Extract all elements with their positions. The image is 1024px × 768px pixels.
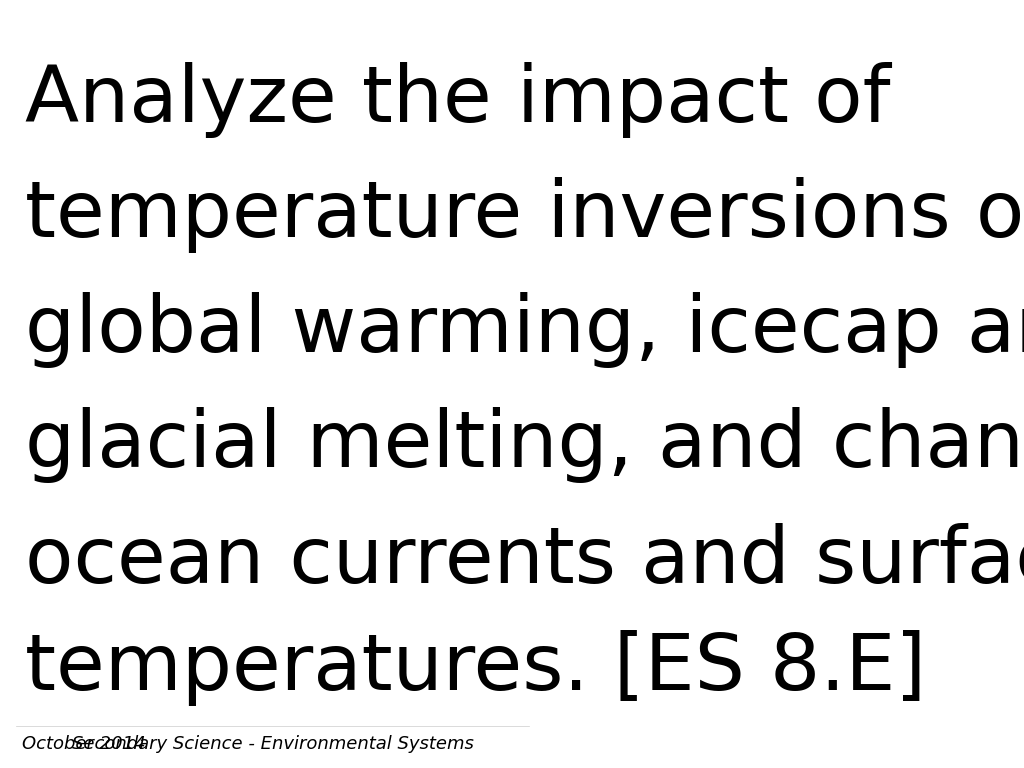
Text: October 2014: October 2014 [22, 735, 145, 753]
Text: temperatures. [ES 8.E]: temperatures. [ES 8.E] [25, 631, 926, 706]
Text: temperature inversions on: temperature inversions on [25, 177, 1024, 253]
Text: Analyze the impact of: Analyze the impact of [25, 62, 890, 137]
Text: Secondary Science - Environmental Systems: Secondary Science - Environmental System… [72, 735, 474, 753]
Text: global warming, icecap and: global warming, icecap and [25, 293, 1024, 368]
Text: glacial melting, and changes in: glacial melting, and changes in [25, 408, 1024, 483]
Text: ocean currents and surface: ocean currents and surface [25, 523, 1024, 598]
